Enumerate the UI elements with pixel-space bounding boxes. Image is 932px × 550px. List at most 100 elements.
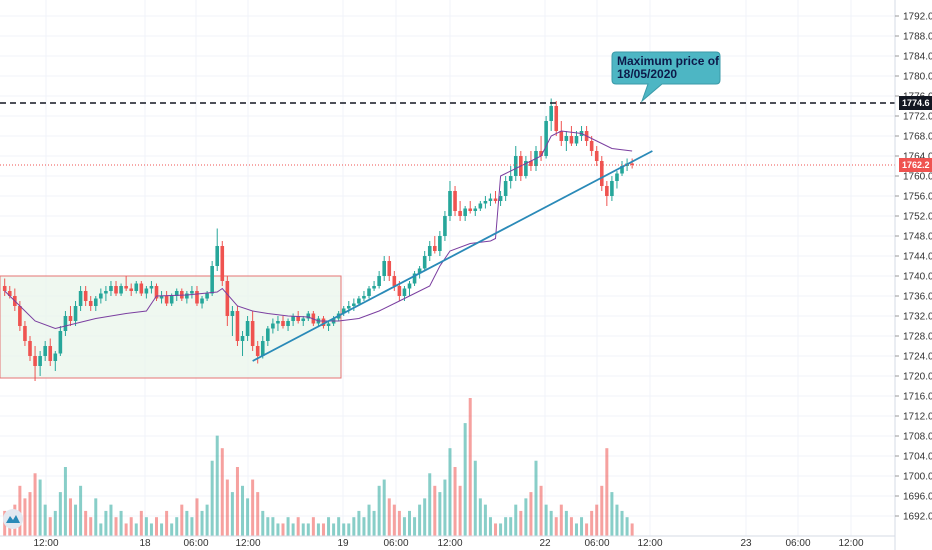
volume-bar bbox=[539, 485, 543, 536]
volume-bar bbox=[352, 517, 356, 536]
time-tick-label: 06:00 bbox=[383, 538, 408, 549]
candle-body bbox=[392, 276, 397, 286]
price-axis[interactable]: 1792.01788.01784.01780.01776.01772.01768… bbox=[894, 0, 932, 550]
candle-body bbox=[159, 296, 164, 299]
candle-body bbox=[615, 173, 619, 181]
volume-bar bbox=[246, 498, 250, 536]
volume-bar bbox=[362, 517, 366, 536]
time-tick-label: 06:00 bbox=[584, 538, 609, 549]
max-price-tag-bg bbox=[899, 96, 932, 110]
volume-bar bbox=[605, 448, 609, 536]
candle-body bbox=[266, 328, 270, 341]
time-tick-label: 12:00 bbox=[637, 538, 662, 549]
time-axis[interactable]: 12:00 18 06:00 12:00 19 06:00 12:00 22 06:00 12:0… bbox=[0, 535, 895, 549]
volume-bar bbox=[190, 517, 194, 536]
volume-bar bbox=[58, 492, 62, 536]
volume-bar bbox=[79, 485, 83, 536]
volume-bar bbox=[387, 498, 391, 536]
candle-body bbox=[478, 203, 483, 209]
candle-body bbox=[301, 318, 306, 321]
volume-bar bbox=[38, 479, 42, 536]
candle-body bbox=[513, 156, 518, 176]
price-tick-label: 1700.0 bbox=[903, 472, 932, 483]
candle-body bbox=[43, 346, 47, 356]
candle-body bbox=[306, 313, 311, 319]
volume-bar bbox=[499, 523, 503, 536]
volume-bar bbox=[144, 517, 148, 536]
volume-bar bbox=[74, 504, 78, 536]
volume-bar bbox=[463, 423, 467, 536]
max-price-callout[interactable]: Maximum price of 18/05/2020 bbox=[611, 51, 721, 103]
candle-body bbox=[93, 298, 98, 306]
volume-bar bbox=[397, 510, 401, 536]
time-tick-label: 12:00 bbox=[437, 538, 462, 549]
volume-bar bbox=[271, 517, 275, 536]
trend-line[interactable] bbox=[252, 150, 653, 362]
tradingview-logo-icon[interactable] bbox=[3, 509, 23, 529]
price-tick-label: 1696.0 bbox=[903, 492, 932, 503]
price-tick-label: 1784.0 bbox=[903, 52, 932, 63]
volume-bar bbox=[89, 517, 93, 536]
volume-bar bbox=[160, 523, 164, 536]
volume-bar bbox=[529, 492, 533, 536]
candle-body bbox=[230, 311, 235, 316]
candle-body bbox=[281, 321, 285, 326]
volume-bar bbox=[458, 485, 462, 536]
last-price-tag-bg bbox=[899, 158, 932, 172]
candle-body bbox=[73, 306, 78, 321]
candle-body bbox=[23, 326, 27, 341]
candle-body bbox=[412, 273, 417, 284]
volume-bar bbox=[205, 504, 209, 536]
candle-body bbox=[599, 161, 604, 186]
volume-bar bbox=[554, 517, 558, 536]
price-tick-label: 1724.0 bbox=[903, 352, 932, 363]
candle-body bbox=[559, 131, 564, 141]
candle-body bbox=[564, 136, 569, 141]
time-tick-label: 06:00 bbox=[183, 538, 208, 549]
volume-bar bbox=[580, 517, 584, 536]
volume-bar bbox=[200, 510, 204, 536]
volume-bar bbox=[301, 523, 305, 536]
volume-bar bbox=[99, 523, 103, 536]
volume-bar bbox=[170, 523, 174, 536]
candle-body bbox=[235, 311, 240, 341]
candle-body bbox=[524, 161, 528, 176]
volume-bar bbox=[595, 504, 599, 536]
candle-body bbox=[402, 288, 407, 296]
candle-body bbox=[245, 321, 250, 336]
volume-bar bbox=[332, 523, 336, 536]
candle-body bbox=[291, 316, 295, 321]
volume-bar bbox=[220, 448, 224, 536]
price-tick-label: 1704.0 bbox=[903, 452, 932, 463]
candle-body bbox=[250, 321, 255, 346]
price-tick-label: 1720.0 bbox=[903, 372, 932, 383]
time-tick-label: 23 bbox=[740, 538, 752, 549]
price-tick-label: 1788.0 bbox=[903, 32, 932, 43]
callout-bubble bbox=[611, 51, 721, 103]
volume-bar bbox=[585, 523, 589, 536]
volume-bar bbox=[195, 498, 199, 536]
candle-body bbox=[68, 316, 73, 321]
volume-bar bbox=[114, 517, 118, 536]
time-tick-label: 12:00 bbox=[33, 538, 58, 549]
vwap-line bbox=[4, 130, 633, 330]
volume-bar bbox=[109, 504, 113, 536]
volume-bar bbox=[453, 467, 457, 536]
candle-body bbox=[185, 293, 189, 299]
candle-body bbox=[164, 296, 169, 304]
volume-bar bbox=[514, 504, 518, 536]
volume-bar bbox=[347, 523, 351, 536]
volume-bar bbox=[68, 498, 72, 536]
candle-body bbox=[503, 181, 508, 196]
volume-bar bbox=[306, 523, 310, 536]
volume-bar bbox=[327, 517, 331, 536]
candle-body bbox=[104, 291, 108, 294]
volume-bar bbox=[235, 467, 239, 536]
volume-bar bbox=[569, 517, 573, 536]
price-tick-label: 1780.0 bbox=[903, 72, 932, 83]
volume-bar bbox=[261, 510, 265, 536]
volume-bar bbox=[276, 523, 280, 536]
volume-bar bbox=[43, 504, 47, 536]
volume-bar bbox=[519, 510, 523, 536]
